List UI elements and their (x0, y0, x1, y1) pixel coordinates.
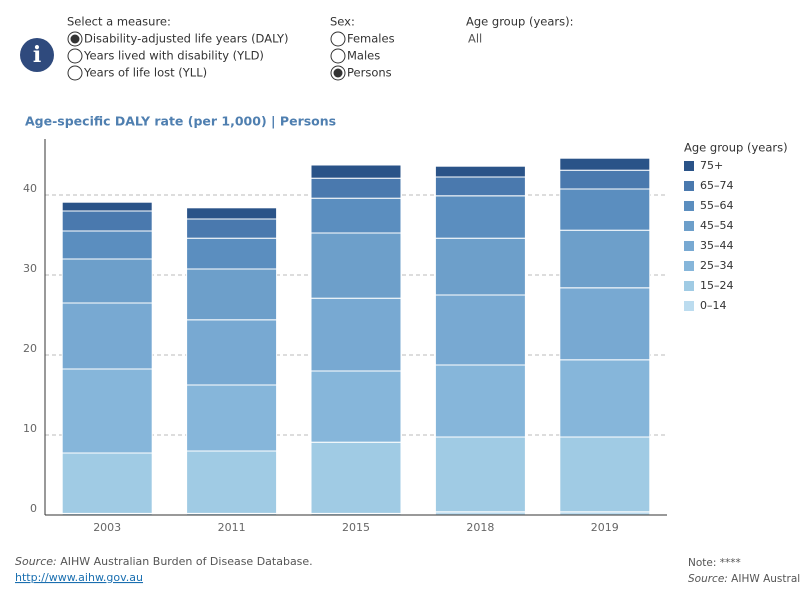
legend-swatch (684, 201, 694, 211)
legend-swatch (684, 281, 694, 291)
radio-option[interactable]: Females (347, 32, 395, 46)
bar-segment (61, 230, 153, 260)
bar-segment (310, 197, 402, 234)
x-tick-label: 2011 (218, 521, 246, 534)
x-tick-label: 2018 (466, 521, 494, 534)
bar-segment (434, 165, 526, 178)
legend-label: 35–44 (700, 239, 734, 252)
sex-label: Sex: (330, 15, 355, 29)
y-tick-label: 10 (23, 422, 37, 435)
radio-dot (70, 34, 80, 44)
legend-label: 25–34 (700, 259, 734, 272)
legend-label: 55–64 (700, 199, 734, 212)
age-group-label: Age group (years): (466, 15, 573, 29)
radio-option[interactable]: Disability-adjusted life years (DALY) (84, 32, 288, 46)
source-text: AIHW Austral (728, 573, 800, 585)
bar-segment (434, 237, 526, 296)
radio-option[interactable]: Years lived with disability (YLD) (83, 49, 264, 63)
radio-dot (333, 68, 343, 78)
bar-segment (310, 164, 402, 179)
bar-segment (434, 436, 526, 513)
bar-segment (186, 450, 278, 514)
measure-label: Select a measure: (67, 15, 171, 29)
chart-title: Age-specific DALY rate (per 1,000) | Per… (25, 114, 336, 129)
radio-option[interactable]: Males (347, 49, 380, 63)
legend-swatch (684, 181, 694, 191)
bar-segment (559, 287, 651, 361)
bar-segment (186, 207, 278, 220)
legend-label: 75+ (700, 159, 723, 172)
bar-segment (61, 368, 153, 454)
bar-segment (186, 218, 278, 239)
source-label: Source: (15, 555, 57, 568)
bar-segment (559, 436, 651, 513)
source-right: Source: AIHW Austral (688, 573, 800, 585)
bar-segment (310, 297, 402, 372)
source-label: Source: (688, 573, 728, 585)
bar-segment (61, 258, 153, 304)
legend-title: Age group (years) (684, 141, 788, 155)
bar-segment (559, 188, 651, 231)
legend-label: 0–14 (700, 299, 727, 312)
bar-segment (559, 169, 651, 190)
bar-segment (434, 176, 526, 197)
legend-label: 45–54 (700, 219, 734, 232)
bar-segment (559, 359, 651, 438)
radio-option[interactable]: Years of life lost (YLL) (83, 66, 207, 80)
bar-segment (186, 237, 278, 270)
x-tick-label: 2019 (591, 521, 619, 534)
bar-segment (310, 232, 402, 299)
y-tick-label: 20 (23, 342, 37, 355)
bar-segment (559, 229, 651, 289)
x-tick-label: 2015 (342, 521, 370, 534)
note: Note: **** (688, 557, 741, 569)
info-icon-glyph: i (33, 42, 41, 68)
bar-segment (434, 195, 526, 239)
radio-button[interactable] (330, 31, 346, 47)
legend-label: 65–74 (700, 179, 734, 192)
source-link[interactable]: http://www.aihw.gov.au (15, 571, 143, 584)
radio-button[interactable] (67, 65, 83, 81)
bar-segment (310, 177, 402, 199)
bar-segment (186, 268, 278, 321)
legend-swatch (684, 241, 694, 251)
bar-segment (61, 302, 153, 370)
bar-segment (61, 210, 153, 232)
bar-segment (61, 201, 153, 212)
bar-segment (434, 294, 526, 366)
y-tick-label: 40 (23, 182, 37, 195)
bar-segment (559, 157, 651, 171)
legend-swatch (684, 261, 694, 271)
bar-segment (310, 441, 402, 514)
source: Source: AIHW Australian Burden of Diseas… (15, 555, 313, 568)
bar-segment (186, 384, 278, 452)
radio-button[interactable] (67, 48, 83, 64)
bar-segment (434, 364, 526, 438)
bar-segment (310, 370, 402, 443)
legend-swatch (684, 161, 694, 171)
y-tick-label: 30 (23, 262, 37, 275)
info-icon[interactable] (20, 38, 54, 72)
radio-option[interactable]: Persons (347, 66, 392, 80)
x-tick-label: 2003 (93, 521, 121, 534)
legend-swatch (684, 301, 694, 311)
source-text: AIHW Australian Burden of Disease Databa… (57, 555, 313, 568)
bar-segment (186, 319, 278, 386)
y-tick-label: 0 (30, 502, 37, 515)
radio-button[interactable] (330, 48, 346, 64)
age-group-value[interactable]: All (468, 32, 482, 46)
legend-swatch (684, 221, 694, 231)
legend-label: 15–24 (700, 279, 734, 292)
bar-segment (61, 452, 153, 514)
